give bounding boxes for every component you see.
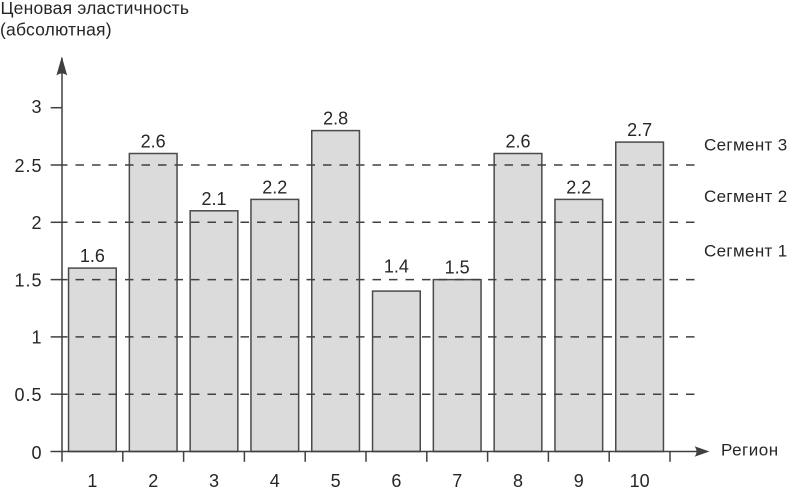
svg-text:4: 4	[270, 471, 280, 488]
svg-text:3: 3	[209, 471, 219, 488]
svg-text:0.5: 0.5	[14, 385, 42, 405]
svg-text:6: 6	[391, 471, 401, 488]
svg-text:2.2: 2.2	[262, 177, 287, 197]
svg-text:3: 3	[31, 97, 42, 117]
svg-text:2.6: 2.6	[505, 132, 530, 152]
svg-text:2.5: 2.5	[14, 156, 42, 176]
svg-text:1: 1	[31, 328, 42, 348]
svg-text:Ценовая эластичность: Ценовая эластичность	[1, 0, 190, 18]
svg-text:10: 10	[630, 471, 650, 488]
svg-text:8: 8	[513, 471, 523, 488]
svg-text:9: 9	[574, 471, 584, 488]
svg-text:1: 1	[87, 471, 97, 488]
svg-text:1.5: 1.5	[445, 258, 470, 278]
svg-text:(абсолютная): (абсолютная)	[0, 20, 112, 40]
svg-text:1.5: 1.5	[14, 270, 42, 290]
svg-text:Сегмент 1: Сегмент 1	[704, 242, 788, 261]
svg-text:1.4: 1.4	[384, 257, 409, 277]
svg-text:2.1: 2.1	[201, 189, 226, 209]
svg-text:0: 0	[31, 443, 42, 463]
svg-text:5: 5	[331, 471, 341, 488]
svg-text:Сегмент 3: Сегмент 3	[704, 136, 788, 155]
svg-text:2.2: 2.2	[566, 177, 591, 197]
svg-text:2: 2	[31, 213, 42, 233]
svg-text:2: 2	[148, 471, 158, 488]
svg-text:2.6: 2.6	[141, 132, 166, 152]
svg-text:Сегмент 2: Сегмент 2	[704, 187, 788, 206]
svg-text:2.8: 2.8	[323, 109, 348, 129]
svg-text:2.7: 2.7	[627, 120, 652, 140]
svg-text:7: 7	[452, 471, 462, 488]
svg-text:1.6: 1.6	[80, 246, 105, 266]
svg-text:Регион: Регион	[721, 441, 779, 460]
